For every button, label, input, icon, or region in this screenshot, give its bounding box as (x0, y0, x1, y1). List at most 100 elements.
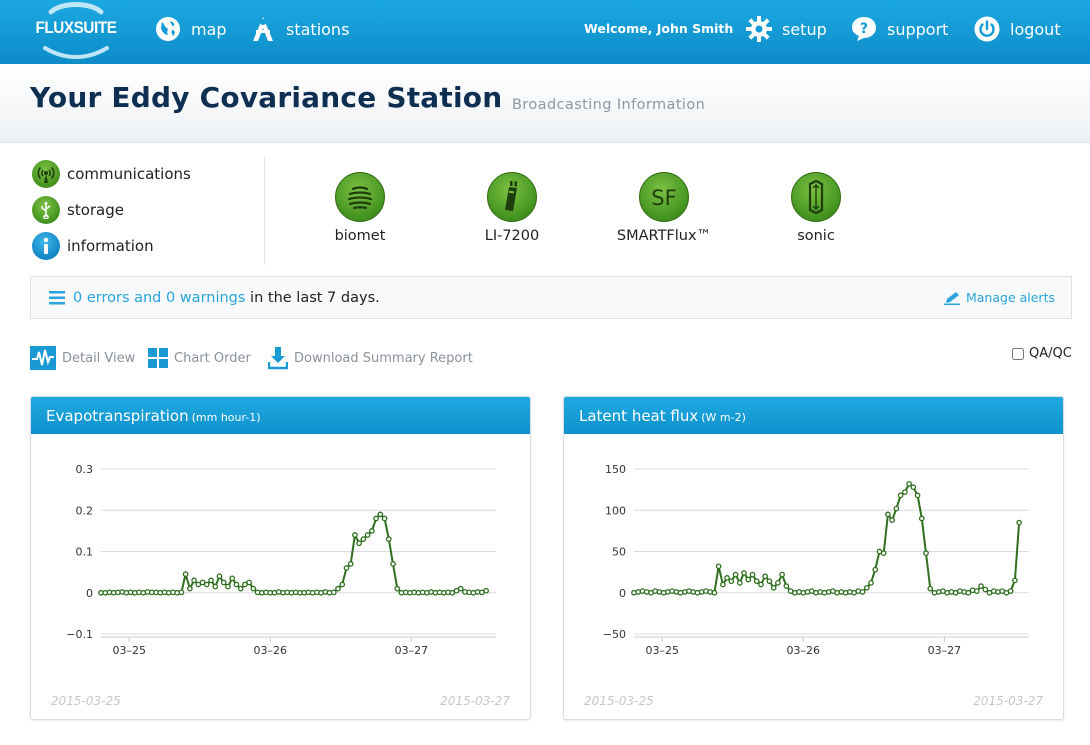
data-point (225, 583, 231, 590)
data-point (724, 575, 730, 581)
data-point (741, 570, 747, 576)
sidebar-item-label: communications (67, 165, 191, 183)
nav-stations[interactable]: stations (250, 13, 349, 45)
fluxsuite-logo[interactable]: FLUXSUITE (27, 0, 125, 60)
data-point (770, 584, 777, 591)
data-point (902, 489, 908, 495)
chart-unit: (mm hour-1) (191, 411, 261, 424)
errors-warnings-link[interactable]: 0 errors and 0 warnings (73, 290, 246, 306)
device-label: sonic (797, 228, 835, 244)
nav-logout[interactable]: logout (974, 13, 1061, 45)
y-tick-label: 0 (619, 587, 626, 600)
data-point (237, 585, 244, 592)
data-point (885, 511, 891, 518)
data-point (182, 571, 189, 578)
detail-view-button[interactable]: Detail View (30, 345, 135, 371)
x-tick-label: 03–27 (395, 644, 429, 657)
y-tick-label: −0.1 (66, 628, 93, 641)
globe-icon (156, 17, 180, 41)
device-li7200[interactable]: LI-7200 (452, 172, 572, 244)
y-tick-label: 100 (605, 504, 626, 517)
sidebar-item-information[interactable]: information (32, 232, 154, 260)
y-tick-label: −50 (603, 628, 626, 641)
data-point (783, 583, 790, 589)
manage-alerts-link[interactable]: Manage alerts (943, 290, 1055, 305)
page-title: Your Eddy Covariance Station (30, 81, 503, 114)
y-tick-label: 0.3 (76, 463, 94, 476)
device-sonic[interactable]: sonic (756, 172, 876, 244)
data-point (216, 573, 223, 580)
download-summary-button[interactable]: Download Summary Report (268, 345, 473, 371)
data-point (927, 585, 934, 592)
sidebar-item-communications[interactable]: communications (32, 160, 191, 188)
series-line (633, 482, 1021, 594)
data-point (918, 515, 925, 522)
data-point (906, 480, 912, 487)
chart-order-button[interactable]: Chart Order (148, 345, 251, 371)
chart-plot[interactable]: −0.1 0 0.1 0.2 0.3 03–25 03–26 03–27 (31, 434, 531, 684)
page-header: Your Eddy Covariance Station Broadcastin… (0, 64, 1090, 143)
download-summary-label: Download Summary Report (294, 350, 473, 366)
y-tick-label: 0 (86, 587, 93, 600)
device-label: SMARTFlux™ (616, 228, 712, 244)
svg-text:SF: SF (651, 186, 676, 210)
data-point (191, 577, 197, 584)
data-point (1012, 577, 1018, 584)
waveform-icon (30, 346, 56, 370)
data-point (390, 561, 396, 567)
nav-map[interactable]: map (155, 13, 227, 45)
x-tick-label: 03–26 (787, 644, 821, 657)
device-biomet[interactable]: biomet (300, 172, 420, 244)
download-icon (268, 347, 288, 370)
sidebar-item-label: storage (67, 201, 124, 219)
chart-card-latent-heat-flux: Latent heat flux (W m-2) −50 0 50 100 150 03–2… (563, 396, 1064, 720)
qaqc-toggle[interactable]: QA/QC (1012, 346, 1072, 361)
data-point (453, 587, 460, 594)
data-point (352, 532, 358, 538)
data-point (982, 586, 989, 593)
data-point (1016, 519, 1022, 526)
data-point (369, 528, 375, 534)
chart-header: Latent heat flux (W m-2) (564, 397, 1063, 434)
grid-icon (148, 348, 168, 368)
data-point (965, 589, 972, 596)
device-smartflux[interactable]: SF SMARTFlux™ (604, 172, 724, 244)
data-point (758, 581, 764, 588)
data-point (360, 536, 367, 542)
detail-view-label: Detail View (62, 350, 136, 366)
data-point (199, 579, 206, 586)
data-point (893, 505, 900, 512)
data-point (910, 484, 917, 491)
list-icon[interactable] (49, 291, 65, 305)
data-point (775, 580, 781, 586)
nav-setup[interactable]: setup (746, 13, 827, 45)
alerts-bar: 0 errors and 0 warnings in the last 7 da… (30, 276, 1072, 319)
data-point (330, 589, 337, 596)
device-label: LI-7200 (484, 228, 540, 244)
pencil-icon (943, 291, 960, 305)
qaqc-checkbox[interactable] (1012, 347, 1024, 360)
data-point (208, 577, 214, 584)
series-line (101, 513, 487, 594)
sidebar-item-storage[interactable]: storage (32, 196, 124, 224)
svg-text:?: ? (860, 21, 868, 37)
data-point (195, 581, 202, 588)
chart-plot[interactable]: −50 0 50 100 150 03–25 03–26 03–27 (564, 434, 1064, 684)
data-point (229, 575, 236, 582)
data-point (762, 573, 769, 580)
data-point (923, 550, 929, 557)
data-point (233, 581, 240, 588)
data-point (880, 550, 887, 557)
smartflux-icon: SF (639, 172, 689, 222)
data-point (394, 585, 401, 592)
nav-map-label: map (191, 19, 227, 39)
data-point (449, 589, 456, 596)
top-navigation: FLUXSUITE map stations Welcome, John Smi… (0, 0, 1090, 64)
data-point (736, 580, 743, 586)
nav-support[interactable]: ? support (851, 13, 948, 45)
welcome-text: Welcome, John Smith (584, 21, 734, 36)
manage-alerts-label: Manage alerts (965, 290, 1055, 305)
data-point (889, 517, 896, 524)
data-point (178, 589, 185, 596)
chart-title: Evapotranspiration (46, 407, 189, 425)
